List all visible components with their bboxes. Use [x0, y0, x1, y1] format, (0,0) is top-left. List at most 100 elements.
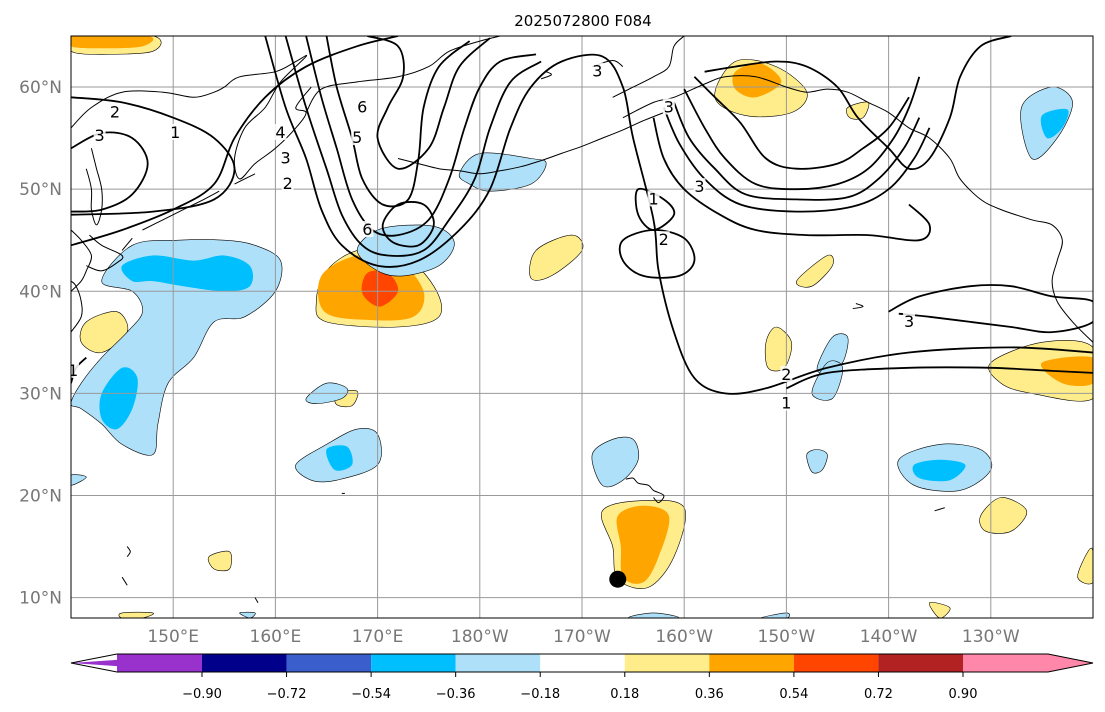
anomaly-area-neg1: [760, 612, 790, 618]
coastline: [234, 173, 256, 185]
coastline: [625, 477, 665, 504]
anomaly-area-neg1: [71, 474, 87, 486]
colorbar-segment: [624, 654, 710, 672]
contour-label: 2: [283, 174, 293, 193]
coastline: [397, 112, 664, 175]
colorbar-tick-label: 0.36: [695, 687, 724, 702]
contour-label: 3: [95, 126, 105, 145]
contour-label: 3: [694, 177, 704, 196]
coastline: [121, 576, 128, 586]
coastline: [126, 546, 131, 557]
longitude-label: 160°W: [655, 627, 713, 647]
coastline: [540, 71, 552, 80]
coastline: [71, 229, 93, 292]
contour-label: 5: [352, 128, 362, 147]
latitude-label: 10°N: [19, 589, 62, 609]
colorbar-outline: [70, 653, 1094, 673]
contour-line: [284, 36, 542, 257]
contour-label-bg: [780, 365, 793, 382]
anomaly-area-pos1: [118, 611, 154, 618]
anomaly-area-pos2: [732, 63, 782, 98]
coastline: [393, 623, 396, 626]
latitude-label: 40°N: [19, 282, 62, 302]
contour-line: [305, 36, 537, 237]
coastline: [852, 303, 864, 310]
contour-label-bg: [662, 98, 675, 115]
contour-label: 1: [781, 394, 791, 413]
colorbar-tick-label: 0.72: [864, 687, 893, 702]
contour-line: [662, 107, 931, 213]
colorbar: −0.90 −0.72 −0.54 −0.36 −0.18 0.18 0.36 0.54 0.7…: [70, 653, 1094, 702]
black-dot: [609, 570, 627, 588]
anomaly-area-pos1: [846, 101, 870, 120]
colorbar-tick-label: −0.54: [351, 687, 391, 702]
contour-label: 6: [357, 97, 367, 116]
contour-line: [71, 36, 399, 247]
contour-label-bg: [903, 312, 916, 329]
longitude-labels: 150°E 160°E 170°E 180°W 170°W 160°W 150°W 140°W…: [147, 627, 1020, 647]
anomaly-area-neg1: [806, 449, 828, 474]
contour-line: [381, 201, 435, 248]
latitude-label: 20°N: [19, 486, 62, 506]
anomaly-area-pos1: [207, 550, 232, 572]
colorbar-tick-label: −0.36: [436, 687, 476, 702]
colorbar-tick-label: 0.90: [949, 687, 978, 702]
coastline: [934, 507, 945, 512]
coastline: [85, 148, 103, 226]
anomaly-area-pos1: [795, 254, 834, 288]
map-frame: [70, 35, 1094, 619]
latitude-labels: 60°N 50°N 40°N 30°N 20°N 10°N: [19, 78, 62, 609]
contour-line: [683, 76, 921, 191]
contour-line: [618, 229, 696, 279]
contour-label-bg: [93, 127, 106, 144]
coastline: [86, 234, 124, 272]
anomaly-area-pos3: [361, 270, 399, 307]
coastline: [254, 597, 259, 603]
anomaly-area-neg1: [239, 611, 256, 618]
anomaly-area-neg2: [912, 459, 966, 482]
anomaly-area-neg2: [99, 367, 138, 430]
colorbar-tick-label: 0.54: [779, 687, 808, 702]
anomaly-area-neg2: [1040, 108, 1069, 139]
contour-line: [71, 96, 236, 216]
longitude-label: 170°W: [553, 627, 611, 647]
contour-label-bg: [647, 190, 660, 207]
contour-line: [367, 36, 491, 170]
latitude-label: 60°N: [19, 78, 62, 98]
contour-label: 1: [170, 123, 180, 142]
longitude-label: 140°W: [860, 627, 918, 647]
anomaly-area-neg2: [326, 445, 353, 471]
contour-label: 3: [904, 312, 914, 331]
latitude-label: 30°N: [19, 384, 62, 404]
contour-line: [693, 76, 910, 170]
colorbar-tick-label: 0.18: [610, 687, 639, 702]
longitude-label: 170°E: [352, 627, 404, 647]
contour-label: 3: [281, 149, 291, 168]
coastline: [142, 190, 220, 231]
coastline: [305, 36, 501, 113]
colorbar-segment: [202, 654, 287, 672]
contour-line: [264, 36, 1093, 395]
contour-label-bg: [591, 62, 604, 79]
contour-label: 2: [110, 103, 120, 122]
contour-label-bg: [279, 149, 292, 166]
anomaly-area-pos1: [764, 326, 793, 372]
colorbar-segment: [793, 654, 879, 672]
coastline: [612, 36, 685, 98]
anomaly-area-neg1: [356, 224, 455, 277]
anomaly-area-neg1: [591, 436, 640, 488]
contour-label-bg: [361, 221, 374, 237]
contour-label-bg: [281, 175, 294, 192]
longitude-label: 160°E: [250, 627, 302, 647]
anomaly-area-pos2: [71, 36, 154, 49]
contour-line: [888, 284, 1093, 334]
colorbar-tick-label: −0.72: [267, 687, 307, 702]
anomaly-area-pos1: [1077, 547, 1093, 585]
longitude-label: 150°E: [147, 627, 199, 647]
contour-label-bg: [780, 394, 793, 411]
contour-line: [634, 187, 676, 231]
contour-line: [652, 117, 931, 242]
colorbar-segment: [286, 654, 372, 672]
colorbar-tick-label: −0.90: [182, 687, 222, 702]
